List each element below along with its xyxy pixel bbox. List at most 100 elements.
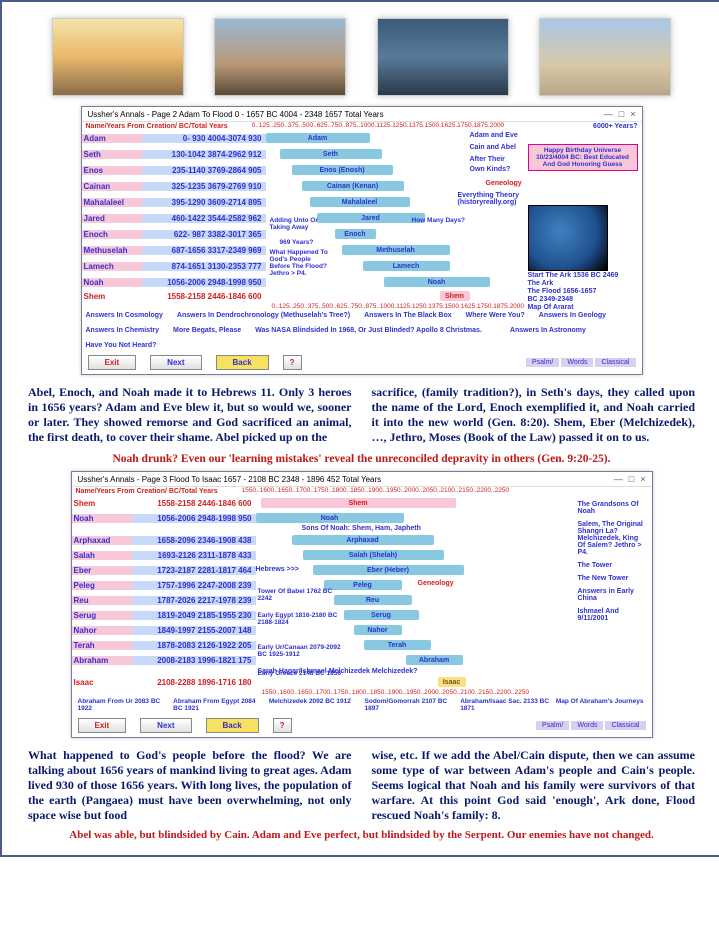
text-block-1: Abel, Enoch, and Noah made it to Hebrews… bbox=[10, 375, 713, 449]
minimize-icon[interactable]: — bbox=[614, 474, 623, 484]
help-button[interactable]: ? bbox=[283, 355, 302, 370]
row-name: Eber bbox=[72, 566, 132, 575]
timeline-bar[interactable]: Adam bbox=[266, 133, 370, 143]
panel2-right-buttons: Psalm/ Words Classical bbox=[536, 721, 646, 730]
timeline-bar[interactable]: Shem bbox=[440, 291, 470, 301]
maximize-icon[interactable]: □ bbox=[629, 474, 634, 484]
timeline-bar[interactable]: Abraham bbox=[406, 655, 463, 665]
answer-link[interactable]: Answers In Cosmology bbox=[86, 312, 163, 319]
timeline-bar[interactable]: Seth bbox=[280, 149, 382, 159]
panel2-ticks-bottom: 1550..1600..1650..1700..1750..1800..1850… bbox=[72, 689, 652, 696]
row-years: 1878-2083 2126-1922 205 bbox=[132, 641, 256, 650]
words-button[interactable]: Words bbox=[561, 358, 593, 367]
timeline-row-lamech: Lamech874-1651 3130-2353 777Lamech bbox=[82, 259, 642, 273]
mid-note[interactable]: Adding Unto Or Taking Away bbox=[270, 217, 330, 231]
timeline-bar[interactable]: Nahor bbox=[354, 625, 402, 635]
bottom-event[interactable]: Abraham From Ur 2083 BC 1922 bbox=[78, 698, 168, 712]
bottom-event[interactable]: Abraham From Egypt 2084 BC 1921 bbox=[173, 698, 263, 712]
answer-link[interactable]: Have You Not Heard? bbox=[86, 342, 157, 349]
next-button[interactable]: Next bbox=[150, 355, 201, 370]
timeline-bar[interactable]: Salah (Shelah) bbox=[303, 550, 444, 560]
next-button[interactable]: Next bbox=[140, 718, 191, 733]
text1-right: sacrifice, (family tradition?), in Seth'… bbox=[372, 385, 696, 445]
timeline-bar[interactable]: Methuselah bbox=[342, 245, 450, 255]
row-name: Shem bbox=[72, 499, 132, 508]
timeline-bar[interactable]: Jared bbox=[317, 213, 425, 223]
timeline-bar[interactable]: Cainan (Kenan) bbox=[302, 181, 404, 191]
timeline-bar[interactable]: Enos (Enosh) bbox=[292, 165, 393, 175]
timeline-bar[interactable]: Eber (Heber) bbox=[313, 565, 464, 575]
close-icon[interactable]: × bbox=[630, 109, 635, 119]
timeline-bar[interactable]: Serug bbox=[344, 610, 419, 620]
answer-link[interactable]: Answers In Chemistry bbox=[86, 327, 160, 334]
bottom-event[interactable]: Sodom/Gomorrah 2107 BC 1897 bbox=[365, 698, 455, 712]
row-barzone: Seth bbox=[266, 148, 642, 160]
row-name: Noah bbox=[72, 514, 132, 523]
minimize-icon[interactable]: — bbox=[604, 109, 613, 119]
row-name: Shem bbox=[82, 292, 142, 301]
map-ararat[interactable]: Map Of Ararat bbox=[528, 304, 638, 311]
answer-link[interactable]: Answers In Dendrochronology (Methuselah'… bbox=[177, 312, 350, 319]
psalm-button[interactable]: Psalm/ bbox=[526, 358, 559, 367]
panel1-body: Happy Birthday Universe 10/23/4004 BC: B… bbox=[82, 131, 642, 303]
row-barzone: Adam bbox=[266, 132, 642, 144]
timeline-bar[interactable]: Enoch bbox=[335, 229, 376, 239]
back-button[interactable]: Back bbox=[206, 718, 259, 733]
timeline-bar[interactable]: Mahalaleel bbox=[310, 197, 410, 207]
exit-button[interactable]: Exit bbox=[78, 718, 127, 733]
row-years: 460-1422 3544-2582 962 bbox=[142, 214, 266, 223]
row-years: 622- 987 3382-3017 365 bbox=[142, 230, 266, 239]
timeline-row-enoch: Enoch622- 987 3382-3017 365Enoch bbox=[82, 227, 642, 241]
answer-link[interactable]: Answers In Geology bbox=[539, 312, 606, 319]
timeline-bar[interactable]: Noah bbox=[384, 277, 490, 287]
exit-button[interactable]: Exit bbox=[88, 355, 137, 370]
mid-note[interactable]: Early Egypt 1816-2180 BC 2188-1824 bbox=[258, 612, 348, 626]
row-name: Nahor bbox=[72, 626, 132, 635]
answer-link[interactable]: Was NASA Blindsided In 1968, Or Just Bli… bbox=[255, 327, 482, 334]
row-barzone: Salah (Shelah) bbox=[256, 549, 652, 561]
bottom-event[interactable]: Abraham/Isaac Sac. 2133 BC 1871 bbox=[460, 698, 550, 712]
timeline-row-isaac: Isaac2108-2288 1896-1716 180Isaac bbox=[72, 675, 652, 689]
timeline-bar[interactable]: Shem bbox=[261, 498, 456, 508]
panel2-col-header: Name/Years From Creation/ BC/Total Years bbox=[72, 487, 222, 496]
close-icon[interactable]: × bbox=[640, 474, 645, 484]
psalm-button[interactable]: Psalm/ bbox=[536, 721, 569, 730]
annals-panel-2: Ussher's Annals - Page 3 Flood To Isaac … bbox=[71, 471, 653, 738]
mid-note[interactable]: How Many Days? bbox=[412, 217, 472, 224]
timeline-row-seth: Seth130-1042 3874-2962 912Seth bbox=[82, 147, 642, 161]
row-years: 2108-2288 1896-1716 180 bbox=[132, 678, 256, 687]
panel1-title: Ussher's Annals - Page 2 Adam To Flood 0… bbox=[88, 110, 384, 119]
row-name: Abraham bbox=[72, 656, 132, 665]
row-years: 1558-2158 2446-1846 600 bbox=[132, 499, 256, 508]
answer-link[interactable]: More Begats, Please bbox=[173, 327, 241, 334]
mid-note[interactable]: Early Greece 2148 BC 1856 bbox=[258, 670, 348, 677]
timeline-bar[interactable]: Lamech bbox=[363, 261, 450, 271]
answer-link[interactable]: Answers In The Black Box bbox=[364, 312, 452, 319]
mid-note[interactable]: Early Ur/Canaan 2079-2092 BC 1925-1912 bbox=[258, 644, 348, 658]
row-barzone: Mahalaleel bbox=[266, 196, 642, 208]
answer-link[interactable]: Answers In Astronomy bbox=[510, 327, 586, 334]
timeline-bar[interactable]: Terah bbox=[364, 640, 431, 650]
timeline-row-arphaxad: Arphaxad1658-2096 2346-1908 438Arphaxad bbox=[72, 533, 652, 547]
answer-link[interactable]: Where Were You? bbox=[466, 312, 525, 319]
row-barzone: Hebrews >>>Eber (Heber) bbox=[256, 564, 652, 576]
timeline-bar[interactable]: Noah bbox=[256, 513, 404, 523]
classical-button[interactable]: Classical bbox=[605, 721, 645, 730]
classical-button[interactable]: Classical bbox=[595, 358, 635, 367]
timeline-row-nahor: Nahor1849-1997 2155-2007 148Nahor bbox=[72, 623, 652, 637]
timeline-bar[interactable]: Arphaxad bbox=[292, 535, 434, 545]
timeline-row-reu: Reu1787-2026 2217-1978 239Reu bbox=[72, 593, 652, 607]
row-barzone: Arphaxad bbox=[256, 534, 652, 546]
help-button[interactable]: ? bbox=[273, 718, 292, 733]
row-years: 2008-2183 1996-1821 175 bbox=[132, 656, 256, 665]
mid-note[interactable]: Tower Of Babel 1762 BC 2242 bbox=[258, 588, 348, 602]
mid-note[interactable]: What Happened To God's People Before The… bbox=[270, 249, 330, 277]
maximize-icon[interactable]: □ bbox=[619, 109, 624, 119]
timeline-bar[interactable]: Isaac bbox=[438, 677, 466, 687]
mid-note[interactable]: 969 Years? bbox=[280, 239, 340, 246]
text2-right: wise, etc. If we add the Abel/Cain dispu… bbox=[372, 748, 696, 823]
bottom-event[interactable]: Map Of Abraham's Journeys bbox=[556, 698, 646, 712]
words-button[interactable]: Words bbox=[571, 721, 603, 730]
back-button[interactable]: Back bbox=[216, 355, 269, 370]
bottom-event[interactable]: Melchizedek 2092 BC 1912 bbox=[269, 698, 359, 712]
